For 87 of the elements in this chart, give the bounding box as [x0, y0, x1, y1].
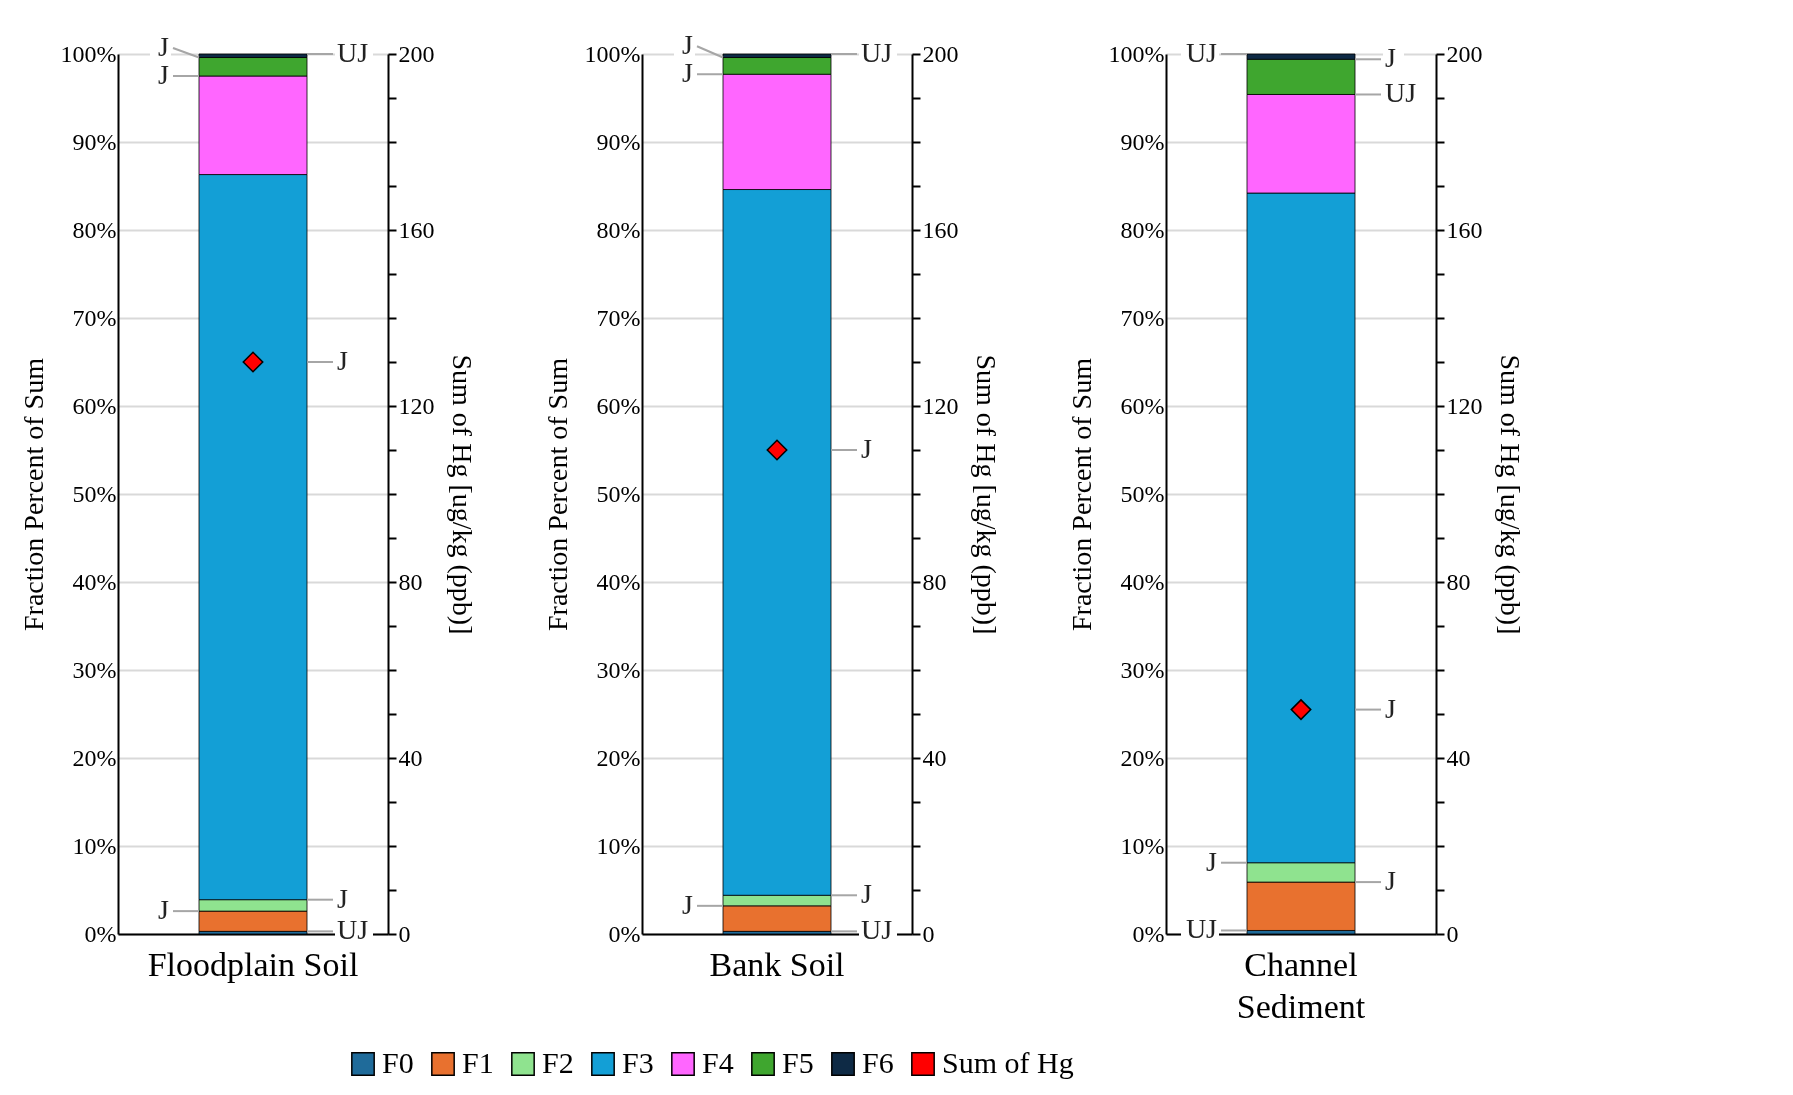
y-tick-label: 20% [72, 744, 117, 771]
y2-tick-label: 40 [398, 744, 423, 771]
y-tick-label: 90% [596, 128, 641, 155]
y-tick-label: 30% [596, 656, 641, 683]
y-tick-label: 100% [60, 40, 117, 67]
annotation: J [158, 894, 170, 926]
y2-tick-label: 80 [922, 568, 947, 595]
y2-tick-label: 160 [1446, 216, 1483, 243]
legend-label: Sum of Hg [942, 1046, 1074, 1079]
annotation: J [158, 59, 170, 90]
annotation: J [1206, 845, 1218, 877]
y2-tick-label: 160 [922, 216, 959, 243]
x-tick-label: Bank Soil [709, 945, 845, 983]
y-tick-label: 60% [596, 392, 641, 419]
annotation: UJ [861, 37, 893, 68]
y2-tick-label: 0 [1446, 920, 1459, 947]
annotation: J [861, 878, 872, 910]
annotation: UJ [861, 914, 893, 946]
y-tick-label: 100% [1108, 40, 1165, 67]
y-tick-label: 10% [72, 832, 117, 859]
y2-axis-title: Sum of Hg [ug/kg (ppb)] [970, 354, 1002, 635]
y-tick-label: 60% [72, 392, 117, 419]
y2-tick-label: 200 [1446, 40, 1483, 67]
legend-label: F3 [622, 1046, 654, 1079]
y-axis-title: Fraction Percent of Sum [17, 357, 49, 631]
legend-label: F6 [862, 1046, 894, 1079]
annotation: J [682, 888, 694, 920]
y-tick-label: 70% [72, 304, 117, 331]
y-tick-label: 0% [84, 920, 117, 947]
y2-tick-label: 80 [398, 568, 423, 595]
y2-tick-label: 40 [922, 744, 947, 771]
y2-tick-label: 0 [398, 920, 411, 947]
y-tick-label: 50% [72, 480, 117, 507]
y-tick-label: 30% [72, 656, 117, 683]
y-tick-label: 60% [1120, 392, 1165, 419]
y2-tick-label: 0 [922, 920, 935, 947]
y-tick-label: 80% [72, 216, 117, 243]
annotation: J [861, 433, 872, 464]
annotation: J [1385, 865, 1396, 897]
y-tick-label: 70% [1120, 304, 1165, 331]
y-tick-label: 20% [1120, 744, 1165, 771]
y2-tick-label: 120 [1446, 392, 1483, 419]
legend-label: F2 [542, 1046, 574, 1079]
annotation: UJ [1385, 77, 1417, 109]
y-tick-label: 90% [1120, 128, 1165, 155]
annotation: J [158, 31, 170, 62]
annotation: J [337, 882, 348, 914]
legend-label: F4 [702, 1046, 734, 1079]
y-tick-label: 80% [596, 216, 641, 243]
y2-tick-label: 120 [398, 392, 435, 419]
annotation: UJ [337, 37, 369, 68]
y-axis-title: Fraction Percent of Sum [1065, 357, 1097, 631]
y2-tick-label: 160 [398, 216, 435, 243]
annotation: UJ [337, 914, 369, 946]
legend-label: F1 [462, 1046, 494, 1079]
y-tick-label: 0% [1132, 920, 1165, 947]
legend-label: F5 [782, 1046, 814, 1079]
y-tick-label: 50% [596, 480, 641, 507]
y-tick-label: 90% [72, 128, 117, 155]
y2-tick-label: 40 [1446, 744, 1471, 771]
annotation: UJ [1185, 913, 1218, 945]
y-tick-label: 0% [608, 920, 641, 947]
x-tick-label: Floodplain Soil [147, 945, 359, 983]
x-tick-label: Channel Sediment [1236, 945, 1366, 1025]
legend-label: F0 [382, 1046, 414, 1079]
y-tick-label: 30% [1120, 656, 1165, 683]
y-tick-label: 50% [1120, 480, 1165, 507]
y-tick-label: 10% [1120, 832, 1165, 859]
annotation: J [1385, 42, 1396, 74]
y2-tick-label: 200 [922, 40, 959, 67]
y-tick-label: 40% [1120, 568, 1165, 595]
annotation: J [337, 345, 348, 376]
y-tick-label: 70% [596, 304, 641, 331]
annotation: J [1385, 692, 1396, 724]
y2-tick-label: 200 [398, 40, 435, 67]
y-tick-label: 100% [584, 40, 641, 67]
y2-axis-title: Sum of Hg [ug/kg (ppb)] [446, 354, 478, 635]
y-tick-label: 10% [596, 832, 641, 859]
y2-axis-title: Sum of Hg [ug/kg (ppb)] [1494, 354, 1526, 635]
y-axis-title: Fraction Percent of Sum [541, 357, 573, 631]
y2-tick-label: 120 [922, 392, 959, 419]
y-tick-label: 40% [596, 568, 641, 595]
y-tick-label: 80% [1120, 216, 1165, 243]
y2-tick-label: 80 [1446, 568, 1471, 595]
y-tick-label: 20% [596, 744, 641, 771]
annotation: UJ [1185, 37, 1218, 68]
y-tick-label: 40% [72, 568, 117, 595]
